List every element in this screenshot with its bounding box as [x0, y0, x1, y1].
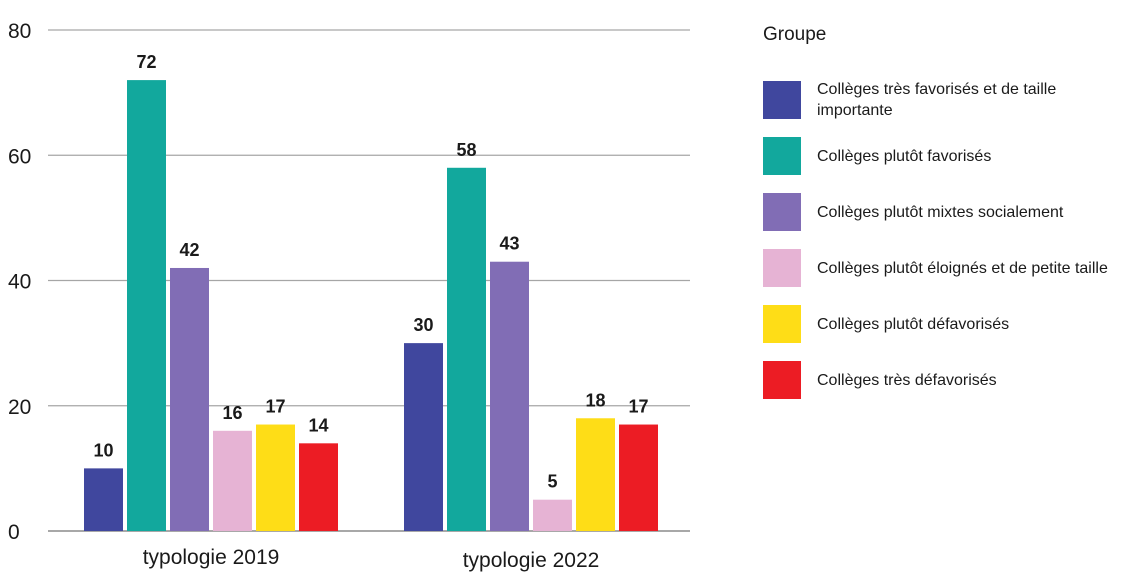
data-label: 17 — [628, 397, 648, 417]
bar — [299, 443, 338, 531]
legend-item: Collèges plutôt défavorisés — [763, 296, 1133, 352]
y-tick-label: 40 — [8, 271, 31, 294]
y-tick-label: 60 — [8, 145, 31, 168]
bar — [404, 343, 443, 531]
legend-swatch — [763, 249, 801, 287]
legend-item: Collèges très favorisés et de taille imp… — [763, 72, 1133, 128]
bar — [619, 424, 658, 531]
legend-label: Collèges plutôt éloignés et de petite ta… — [817, 259, 1108, 277]
legend-label: Collèges très favorisés et de taille imp… — [817, 81, 1057, 119]
data-label: 43 — [499, 234, 519, 254]
bar — [576, 418, 615, 531]
x-category-label: typologie 2022 — [463, 549, 600, 572]
data-label: 42 — [179, 240, 199, 260]
bar — [256, 424, 295, 531]
legend: Groupe Collèges très favorisés et de tai… — [763, 24, 1133, 408]
legend-label: Collèges très défavorisés — [817, 371, 997, 389]
bar — [213, 430, 252, 531]
legend-swatch — [763, 137, 801, 175]
legend-swatch — [763, 193, 801, 231]
data-label: 17 — [265, 397, 285, 417]
bar — [490, 261, 529, 531]
y-tick-label: 0 — [8, 521, 20, 544]
bar-chart: 0 20 40 60 80 10 30 72 58 42 43 16 5 17 18 14 17 typolo… — [8, 20, 690, 572]
legend-item: Collèges plutôt mixtes socialement — [763, 184, 1133, 240]
legend-item: Collèges très défavorisés — [763, 352, 1133, 408]
y-tick-label: 80 — [8, 20, 31, 43]
bar — [447, 167, 486, 531]
bar — [84, 468, 123, 531]
x-axis-category-labels: typologie 2019 typologie 2022 — [143, 546, 600, 572]
data-label: 18 — [585, 390, 605, 410]
x-category-label: typologie 2019 — [143, 546, 280, 569]
y-tick-label: 20 — [8, 396, 31, 419]
legend-label: Collèges plutôt favorisés — [817, 147, 992, 165]
data-label: 30 — [413, 315, 433, 335]
data-label: 16 — [222, 403, 242, 423]
legend-label: Collèges plutôt défavorisés — [817, 315, 1010, 333]
data-label: 72 — [136, 52, 156, 72]
bars — [84, 80, 658, 531]
bar — [170, 267, 209, 531]
data-label: 14 — [308, 415, 328, 435]
data-label: 58 — [456, 140, 476, 160]
legend-swatch — [763, 81, 801, 119]
legend-item: Collèges plutôt favorisés — [763, 128, 1133, 184]
data-label: 5 — [547, 472, 557, 492]
legend-title: Groupe — [763, 24, 827, 45]
legend-swatch — [763, 305, 801, 343]
legend-label: Collèges plutôt mixtes socialement — [817, 203, 1064, 221]
legend-swatch — [763, 361, 801, 399]
data-label: 10 — [93, 440, 113, 460]
bar — [533, 499, 572, 531]
y-axis-tick-labels: 0 20 40 60 80 — [8, 20, 31, 544]
bar — [127, 80, 166, 531]
legend-item: Collèges plutôt éloignés et de petite ta… — [763, 240, 1133, 296]
data-labels: 10 30 72 58 42 43 16 5 17 18 14 17 — [93, 52, 648, 492]
legend-items: Collèges très favorisés et de taille imp… — [763, 72, 1133, 408]
